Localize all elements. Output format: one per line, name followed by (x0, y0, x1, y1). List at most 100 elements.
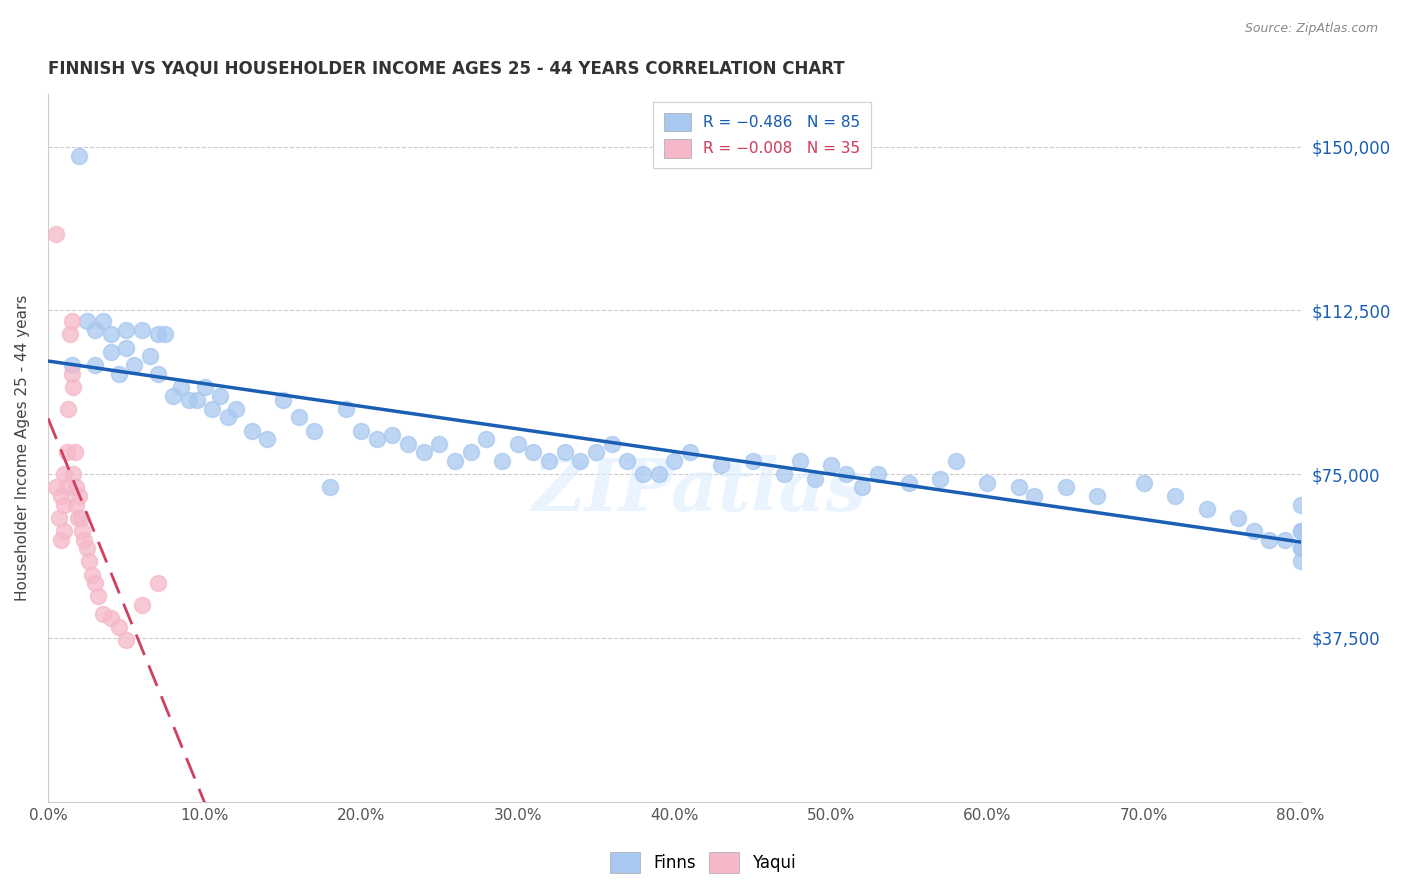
Point (319, 480, 342, 494)
Point (65, 498, 87, 512)
Point (87, 590, 110, 604)
Point (664, 454, 686, 468)
Point (155, 327, 177, 342)
Point (1289, 524, 1312, 538)
Text: ZIPatlas: ZIPatlas (533, 455, 866, 526)
Point (1008, 480, 1031, 494)
Point (80, 567, 103, 582)
Point (107, 620, 129, 634)
Point (76, 541, 98, 556)
Point (522, 445, 544, 459)
Point (122, 358, 145, 372)
Point (537, 454, 560, 468)
Point (287, 410, 309, 425)
Point (631, 467, 654, 482)
Point (1195, 502, 1218, 516)
Point (804, 471, 827, 485)
Point (1024, 489, 1046, 503)
Point (1289, 541, 1312, 556)
Point (256, 432, 278, 446)
Point (1133, 475, 1156, 490)
Y-axis label: Householder Income Ages 25 - 44 years: Householder Income Ages 25 - 44 years (15, 294, 30, 601)
Point (616, 454, 638, 468)
Point (131, 323, 153, 337)
Point (491, 454, 513, 468)
Point (1289, 554, 1312, 568)
Point (48, 511, 70, 525)
Point (585, 445, 607, 459)
Point (444, 454, 467, 468)
Point (460, 445, 482, 459)
Point (741, 454, 763, 468)
Point (91, 314, 114, 328)
Point (107, 367, 129, 381)
Point (45, 227, 67, 241)
Point (67, 148, 90, 162)
Point (710, 458, 733, 473)
Point (65, 480, 87, 494)
Point (52, 498, 75, 512)
Point (67, 489, 90, 503)
Point (271, 392, 294, 407)
Point (45, 480, 67, 494)
Point (835, 467, 858, 482)
Point (146, 327, 169, 342)
Point (186, 392, 208, 407)
Point (335, 401, 357, 416)
Point (60, 358, 83, 372)
Point (100, 345, 122, 359)
Point (194, 380, 217, 394)
Point (366, 432, 388, 446)
Point (100, 327, 122, 342)
Point (209, 389, 232, 403)
Point (49, 533, 72, 547)
Point (1164, 489, 1187, 503)
Point (1054, 480, 1077, 494)
Point (100, 611, 122, 625)
Point (350, 424, 373, 438)
Point (66, 511, 89, 525)
Point (56, 480, 79, 494)
Point (60, 367, 83, 381)
Point (302, 424, 325, 438)
Point (49, 489, 72, 503)
Point (898, 475, 921, 490)
Point (201, 401, 224, 416)
Point (56, 445, 79, 459)
Point (851, 480, 873, 494)
Point (929, 471, 952, 485)
Point (91, 607, 114, 621)
Point (84, 358, 107, 372)
Point (146, 367, 169, 381)
Legend: Finns, Yaqui: Finns, Yaqui (603, 846, 803, 880)
Point (115, 323, 138, 337)
Point (62, 380, 84, 394)
Point (789, 454, 811, 468)
Point (554, 445, 576, 459)
Legend: R = −0.486   N = 85, R = −0.008   N = 35: R = −0.486 N = 85, R = −0.008 N = 35 (652, 102, 872, 169)
Point (70, 511, 93, 525)
Point (177, 392, 200, 407)
Point (381, 428, 404, 442)
Point (139, 349, 162, 363)
Point (84, 576, 107, 591)
Point (115, 341, 138, 355)
Point (146, 576, 169, 591)
Point (115, 633, 138, 648)
Point (170, 380, 193, 394)
Point (1289, 541, 1312, 556)
Point (225, 401, 247, 416)
Point (63, 445, 86, 459)
Point (162, 389, 184, 403)
Point (1289, 524, 1312, 538)
Point (475, 432, 498, 446)
Point (1085, 489, 1108, 503)
Point (52, 467, 75, 482)
Point (600, 436, 623, 450)
Point (217, 410, 239, 425)
Point (820, 458, 842, 473)
Point (52, 524, 75, 538)
Point (60, 314, 83, 328)
Point (866, 467, 889, 482)
Point (59, 327, 82, 342)
